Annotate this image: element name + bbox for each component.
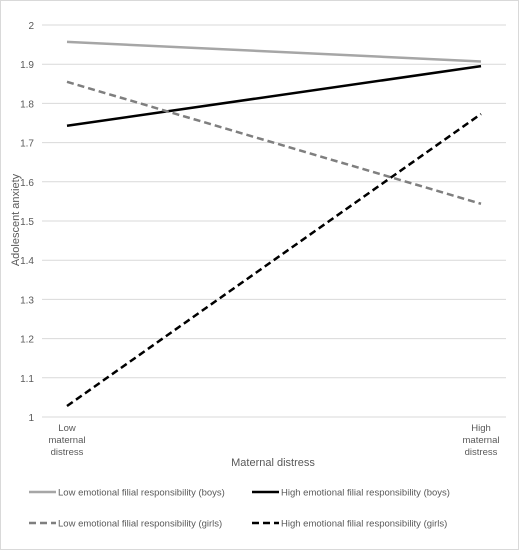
- y-tick-label: 1: [28, 413, 34, 424]
- series-line: [66, 40, 482, 63]
- series-line: [66, 112, 482, 408]
- legend-label: High emotional filial responsibility (bo…: [281, 488, 450, 499]
- gridlines: [42, 24, 506, 418]
- y-tick-label: 2: [28, 21, 34, 32]
- y-tick-label: 1.2: [20, 335, 34, 346]
- y-tick-label: 1.7: [20, 139, 34, 150]
- x-tick-labels: Low maternal distress High maternal distress: [49, 423, 500, 458]
- y-tick-label: 1.3: [20, 295, 34, 306]
- y-tick-labels: 1 1.1 1.2 1.3 1.4 1.5 1.6 1.7 1.8 1.9 2: [20, 21, 34, 424]
- legend: Low emotional filial responsibility (boy…: [29, 488, 450, 530]
- x-tick-label: High maternal distress: [463, 423, 500, 458]
- series-line: [66, 64, 482, 127]
- series-line: [66, 80, 482, 205]
- y-tick-label: 1.8: [20, 99, 34, 110]
- y-tick-label: 1.5: [20, 217, 34, 228]
- y-axis-label: Adolescent anxiety: [10, 173, 22, 266]
- x-axis-label: Maternal distress: [231, 457, 315, 469]
- x-tick-label: Low maternal distress: [49, 423, 86, 458]
- y-tick-label: 1.1: [20, 374, 34, 385]
- y-tick-label: 1.4: [20, 256, 34, 267]
- series-lines: [66, 40, 482, 408]
- legend-label: Low emotional filial responsibility (boy…: [58, 488, 225, 499]
- y-tick-label: 1.6: [20, 178, 34, 189]
- legend-label: Low emotional filial responsibility (gir…: [58, 519, 222, 530]
- y-tick-label: 1.9: [20, 60, 34, 71]
- legend-label: High emotional filial responsibility (gi…: [281, 519, 447, 530]
